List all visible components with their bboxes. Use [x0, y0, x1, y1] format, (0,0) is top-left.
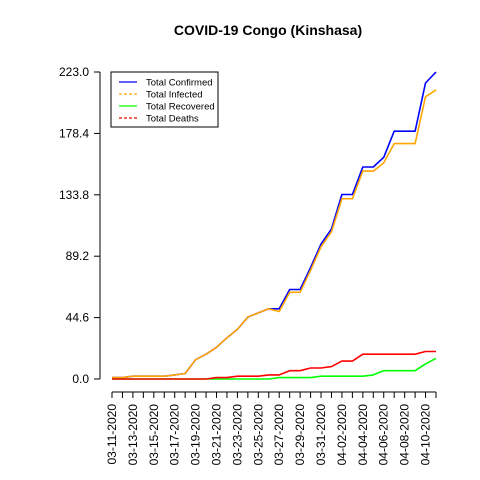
legend-label: Total Infected: [146, 90, 203, 101]
y-tick-label: 133.8: [59, 188, 89, 202]
x-tick-label: 03-25-2020: [251, 404, 265, 466]
x-tick-label: 03-23-2020: [230, 404, 244, 466]
legend-box: [110, 71, 219, 128]
series-line-total-infected: [112, 89, 437, 379]
y-tick-label: 178.4: [59, 126, 89, 140]
x-tick-label: 03-19-2020: [189, 404, 203, 466]
series-line-total-deaths: [112, 350, 436, 380]
y-axis: 0.0 44.6 89.2 133.8 178.4 223.0: [59, 65, 101, 386]
x-tick-label: 03-27-2020: [272, 404, 286, 466]
y-tick-label: 44.6: [66, 311, 90, 325]
x-tick-label: 03-11-2020: [105, 404, 119, 465]
x-tick-label: 03-29-2020: [293, 404, 307, 466]
x-tick-label: 03-13-2020: [126, 404, 140, 466]
x-tick-label: 04-02-2020: [335, 404, 349, 466]
x-tick-label: 03-17-2020: [168, 404, 182, 466]
x-tick-label: 03-15-2020: [147, 404, 161, 466]
chart-title: COVID-19 Congo (Kinshasa): [174, 22, 362, 38]
x-tick-label: 04-06-2020: [377, 404, 391, 466]
x-tick-label: 04-04-2020: [356, 404, 370, 466]
y-tick-label: 89.2: [66, 249, 90, 263]
y-tick-label: 0.0: [72, 372, 89, 386]
y-tick-label: 223.0: [59, 65, 89, 79]
legend-label: Total Confirmed: [146, 78, 213, 89]
x-tick-label: 03-21-2020: [210, 404, 224, 466]
x-tick-label: 03-31-2020: [314, 404, 328, 466]
x-axis: 03-11-2020 03-13-2020 03-15-2020 03-17-2020…: [105, 391, 437, 466]
legend-label: Total Deaths: [146, 114, 199, 125]
x-tick-label: 04-10-2020: [419, 404, 433, 466]
x-tick-label: 04-08-2020: [398, 404, 412, 466]
legend-label: Total Recovered: [146, 102, 215, 113]
plot-lines: [112, 71, 437, 380]
